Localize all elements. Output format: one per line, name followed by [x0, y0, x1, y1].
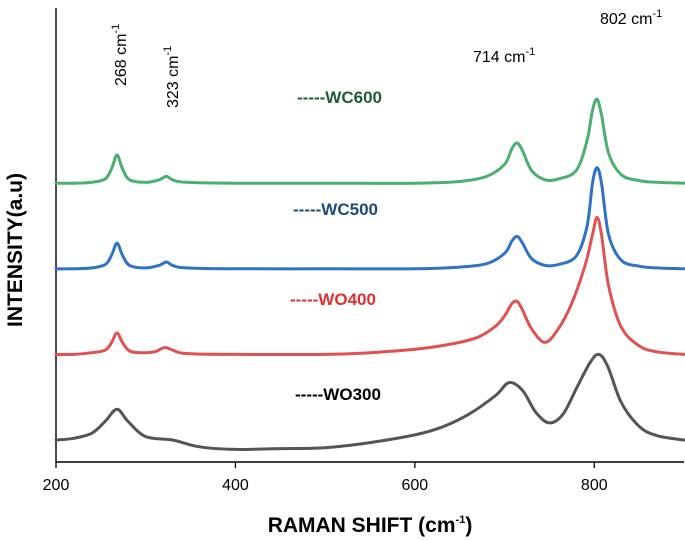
- y-axis-title: INTENSITY(a.u): [4, 173, 27, 327]
- x-ticks: 200 400 600 800: [43, 462, 608, 494]
- peak-annotation-323: 323 cm-1: [162, 46, 182, 108]
- series-group: [54, 97, 685, 451]
- legend-label-wc600: -----WC600: [297, 88, 382, 107]
- series-line-wc600: [54, 97, 685, 185]
- legend-group: -----WO300 -----WO400 -----WC500 -----WC600: [290, 88, 382, 404]
- series-line-wc500: [54, 166, 685, 271]
- peak-annotation-268: 268 cm-1: [110, 24, 130, 86]
- x-axis-title: RAMAN SHIFT (cm-1): [268, 514, 473, 537]
- peak-annotation-802: 802 cm-1: [600, 8, 662, 28]
- x-tick-label-800: 800: [581, 477, 608, 494]
- legend-label-wc500: -----WC500: [293, 200, 378, 219]
- x-tick-label-400: 400: [222, 477, 249, 494]
- series-line-wo300: [54, 352, 685, 451]
- series-line-wo400: [54, 215, 685, 357]
- legend-label-wo300: -----WO300: [295, 385, 381, 404]
- legend-label-wo400: -----WO400: [290, 290, 376, 309]
- x-tick-label-200: 200: [43, 477, 70, 494]
- peak-annotation-714: 714 cm-1: [473, 46, 535, 66]
- x-tick-label-600: 600: [402, 477, 429, 494]
- annotations-group: 268 cm-1 323 cm-1 714 cm-1 802 cm-1: [110, 8, 662, 108]
